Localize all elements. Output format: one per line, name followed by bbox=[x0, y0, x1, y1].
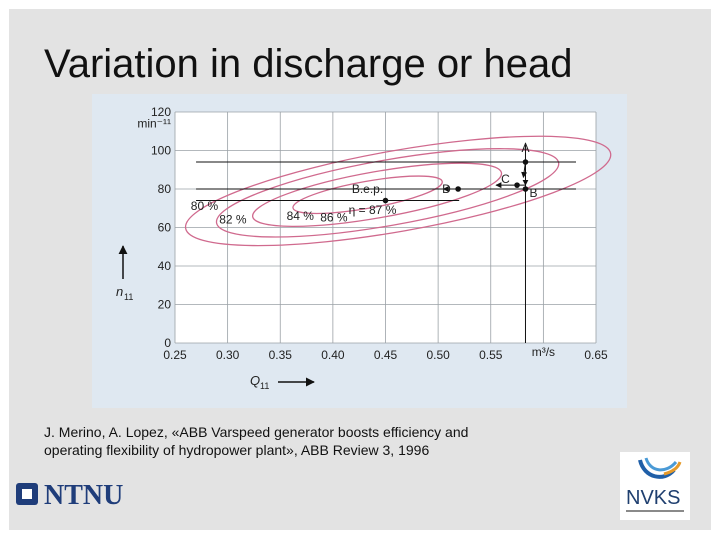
y-axis-label-subscript: 11 bbox=[124, 292, 133, 302]
x-unit-label: m³/s bbox=[532, 345, 555, 359]
operating-point bbox=[455, 186, 461, 192]
hill-chart: 80 %82 % 84 % 86 % A B C D B.e.p. η = 87 % 0 20 40 6… bbox=[116, 105, 612, 391]
bep-label: B.e.p. bbox=[352, 182, 383, 196]
contour-label: 86 % bbox=[320, 211, 348, 225]
y-tick-label: 60 bbox=[158, 221, 172, 235]
slide-title: Variation in discharge or head bbox=[44, 42, 573, 86]
efficiency-contour bbox=[215, 148, 560, 238]
point-label: B bbox=[529, 186, 537, 200]
ntnu-logo-square-inner bbox=[22, 489, 32, 499]
efficiency-contour bbox=[251, 162, 503, 228]
point-label: A bbox=[521, 141, 529, 155]
y-tick-label: 120 bbox=[151, 105, 171, 119]
citation-line-1: J. Merino, A. Lopez, «ABB Varspeed gener… bbox=[44, 424, 469, 440]
contour-label: 80 % bbox=[191, 199, 219, 213]
contour-label: 82 % bbox=[219, 213, 247, 227]
x-axis-label: Q bbox=[250, 373, 260, 388]
x-tick-label: 0.55 bbox=[479, 348, 503, 362]
y-tick-label: 80 bbox=[158, 182, 172, 196]
x-tick-label: 0.65 bbox=[584, 348, 608, 362]
x-tick-label: 0.35 bbox=[269, 348, 293, 362]
nvks-logo-swoosh-2 bbox=[644, 457, 678, 472]
contour-label: 84 % bbox=[287, 209, 315, 223]
y-tick-label: 0 bbox=[164, 336, 171, 350]
y-axis-label: n bbox=[116, 284, 123, 299]
nvks-logo-swoosh-3 bbox=[663, 461, 682, 476]
efficiency-contour bbox=[292, 175, 443, 215]
nvks-logo-text: NVKS bbox=[626, 487, 680, 509]
x-tick-label: 0.40 bbox=[321, 348, 345, 362]
hill-chart-figure: 80 % 82 % 84 % 86 % A B C D B.e.p. η = 87 % 0 20 40 6… bbox=[92, 94, 627, 408]
efficiency-contour bbox=[184, 135, 612, 247]
ntnu-logo-text: NTNU bbox=[44, 480, 123, 508]
y-unit-label: min⁻¹¹ bbox=[137, 117, 171, 131]
operating-point bbox=[522, 186, 529, 192]
point-label: D bbox=[442, 182, 451, 196]
y-tick-label: 100 bbox=[151, 144, 171, 158]
x-tick-label: 0.45 bbox=[374, 348, 398, 362]
x-tick-label: 0.25 bbox=[163, 348, 187, 362]
nvks-logo: NVKS bbox=[620, 452, 690, 520]
efficiency-peak-label: η = 87 % bbox=[349, 203, 397, 217]
nvks-logo-tagline bbox=[626, 510, 684, 512]
citation: J. Merino, A. Lopez, «ABB Varspeed gener… bbox=[44, 423, 604, 459]
operating-point bbox=[382, 197, 389, 204]
operating-point bbox=[514, 182, 520, 188]
y-tick-label: 20 bbox=[158, 298, 172, 312]
y-tick-label: 40 bbox=[158, 259, 172, 273]
x-axis-label-subscript: 11 bbox=[260, 381, 269, 391]
operating-point bbox=[522, 159, 529, 165]
ntnu-logo: NTNU bbox=[16, 480, 123, 508]
x-tick-label: 0.50 bbox=[426, 348, 450, 362]
point-label: C bbox=[501, 172, 510, 186]
x-tick-label: 0.30 bbox=[216, 348, 240, 362]
citation-line-2: operating flexibility of hydropower plan… bbox=[44, 442, 430, 458]
